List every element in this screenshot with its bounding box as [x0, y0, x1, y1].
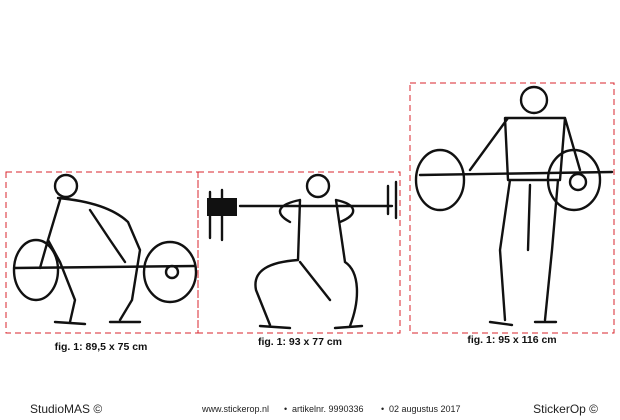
figure-caption: fig. 1: 95 x 116 cm	[467, 334, 556, 346]
footer-left: StudioMAS ©	[30, 402, 102, 416]
sketch-deadlift	[12, 173, 198, 326]
sketch-squat	[207, 173, 398, 330]
figure-frame	[197, 171, 401, 334]
figure-frame	[409, 82, 615, 334]
figure-frame	[5, 171, 199, 334]
footer-separator: •	[381, 404, 384, 414]
footer-website: www.stickerop.nl	[201, 404, 269, 414]
sketch-stand	[414, 85, 614, 327]
figure-caption: fig. 1: 89,5 x 75 cm	[55, 341, 148, 353]
footer-date: 02 augustus 2017	[389, 404, 461, 414]
figure-caption: fig. 1: 93 x 77 cm	[258, 336, 342, 348]
footer-article: artikelnr. 9990336	[292, 404, 364, 414]
footer-separator: •	[284, 404, 287, 414]
footer-right: StickerOp ©	[533, 402, 598, 416]
